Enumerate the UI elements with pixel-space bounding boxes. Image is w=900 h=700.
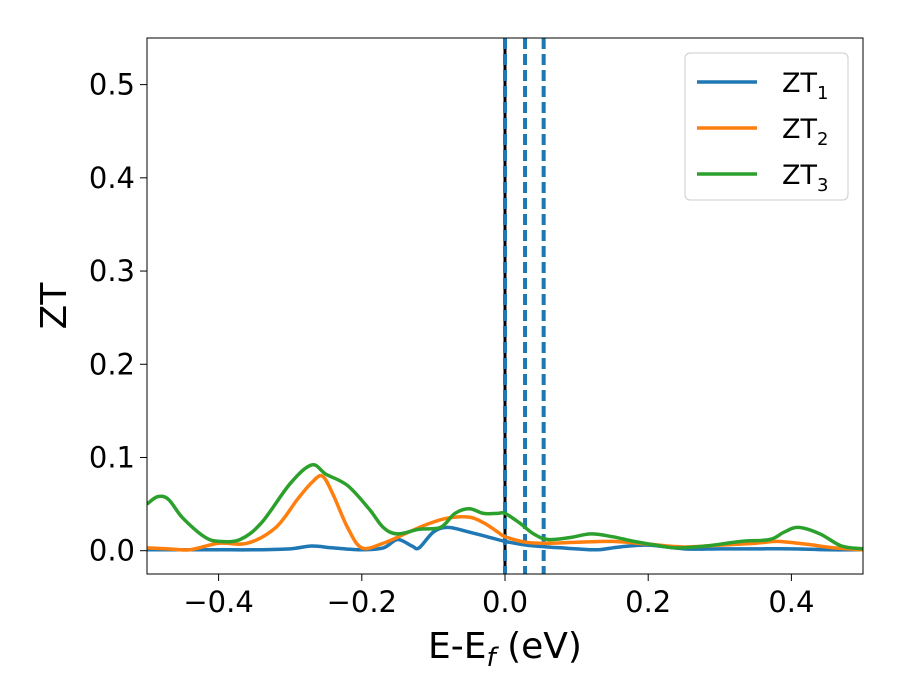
legend-label-zt2: ZT2: [782, 114, 828, 150]
y-tick-label: 0.3: [89, 254, 135, 288]
x-tick-label: −0.4: [183, 585, 253, 619]
x-tick-label: 0.4: [768, 585, 814, 619]
y-axis-ticks: 0.0 0.1 0.2 0.3 0.4 0.5: [89, 68, 147, 568]
x-axis-label-main: E-E: [428, 626, 486, 667]
legend-box: [684, 52, 849, 201]
y-tick-label: 0.4: [89, 161, 135, 195]
legend-label-zt1: ZT1: [782, 68, 828, 104]
x-axis-label: E-Ef (eV): [428, 626, 582, 673]
y-axis-label: ZT: [34, 282, 75, 330]
legend-label-zt3: ZT3: [782, 160, 828, 196]
x-axis-label-unit: (eV): [496, 626, 582, 667]
vertical-reference-lines: [503, 38, 546, 574]
x-tick-label: 0.0: [482, 585, 528, 619]
y-tick-label: 0.1: [89, 440, 135, 474]
series-line-zt3: [147, 463, 863, 551]
y-tick-label: 0.5: [89, 68, 135, 102]
x-tick-label: 0.2: [625, 585, 671, 619]
y-tick-label: 0.0: [89, 534, 135, 568]
y-tick-label: 0.2: [89, 347, 135, 381]
series-layer: [147, 463, 863, 552]
x-axis-ticks: −0.4 −0.2 0.0 0.2 0.4: [183, 574, 814, 619]
legend: ZT1 ZT2 ZT3: [684, 52, 849, 201]
x-tick-label: −0.2: [327, 585, 397, 619]
